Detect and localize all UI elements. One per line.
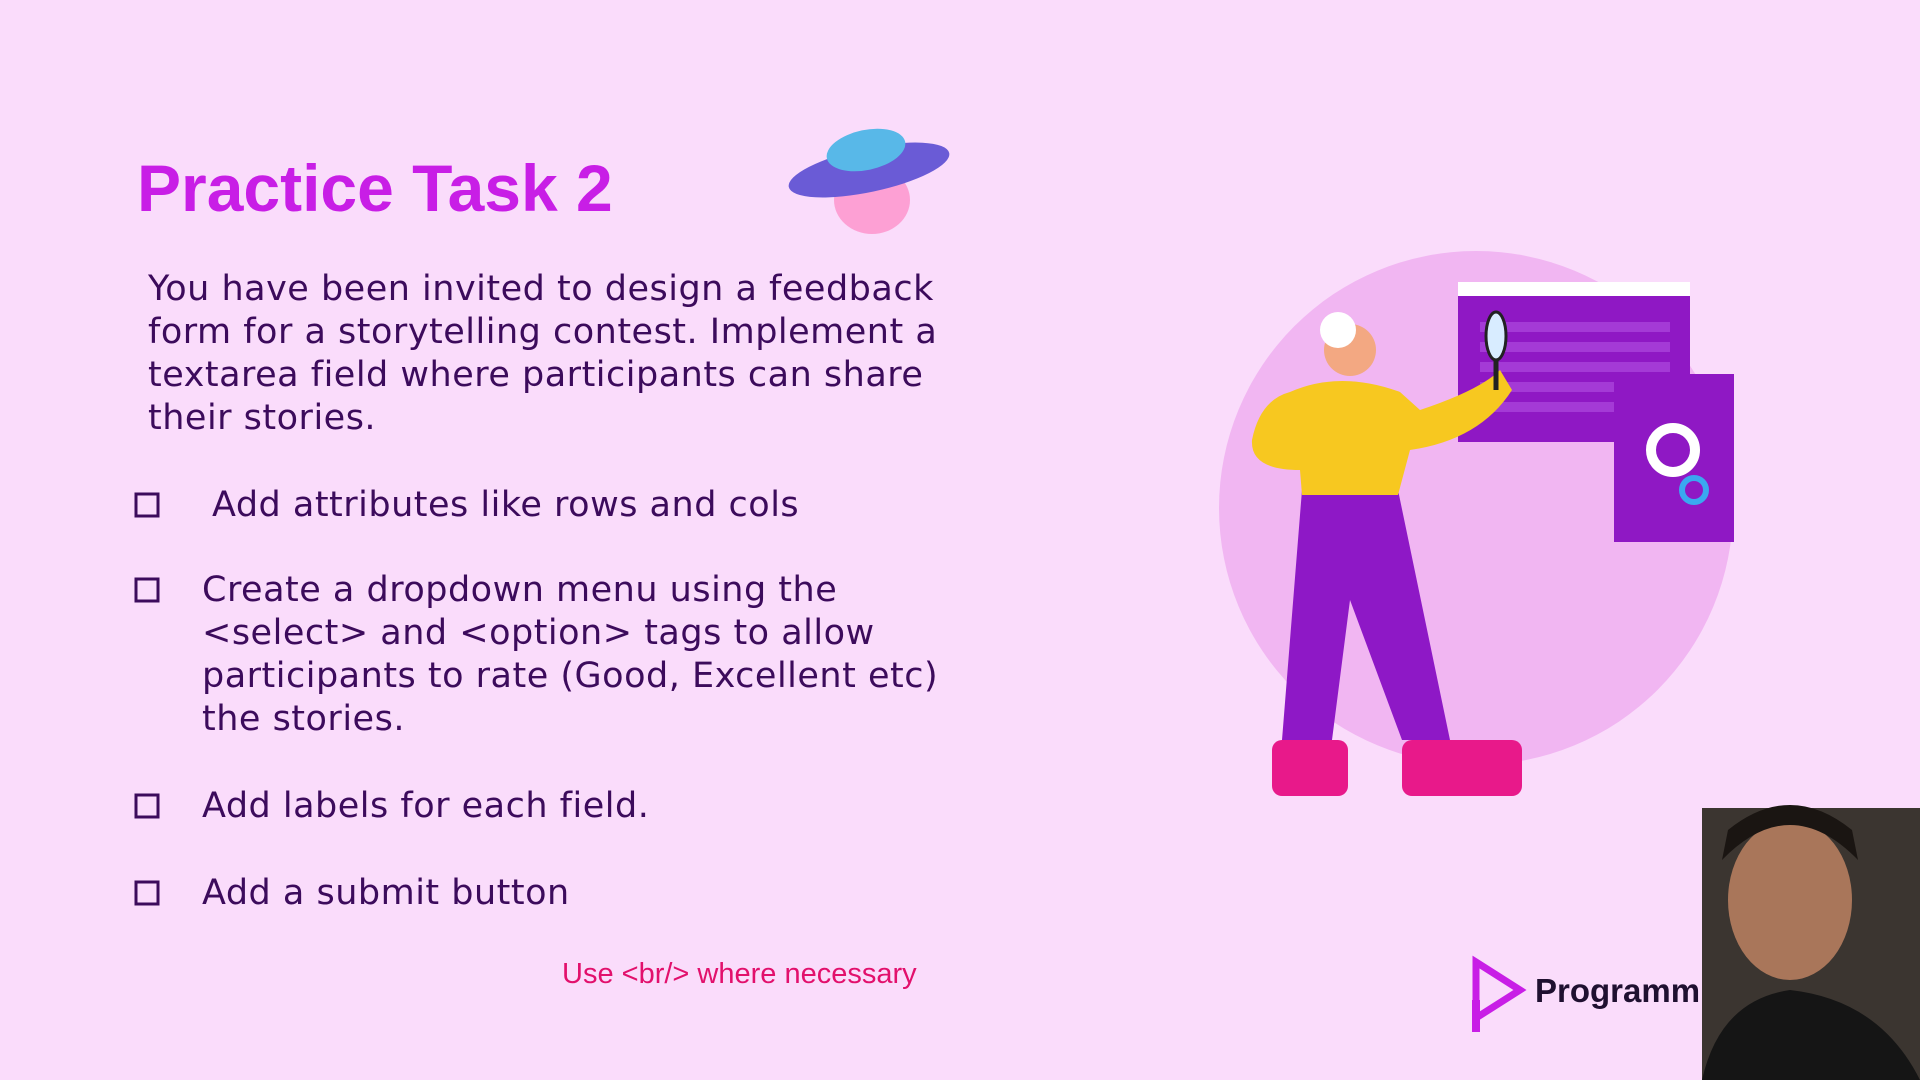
person-shoe	[1272, 740, 1348, 796]
text-line: textarea field where participants can sh…	[148, 355, 924, 395]
brand-logo	[1472, 955, 1527, 1025]
text-line: the stories.	[202, 699, 405, 739]
text-line: Create a dropdown menu using the	[202, 570, 838, 610]
note: Use <br/> where necessary	[562, 958, 917, 990]
person-shoe	[1402, 740, 1522, 796]
settings-panel	[1614, 374, 1734, 542]
gear	[1646, 423, 1700, 477]
gear-small	[1679, 475, 1709, 505]
magnifier	[1484, 310, 1508, 362]
window-lines	[1480, 322, 1670, 412]
checkboxes	[134, 492, 160, 906]
person-pants	[1282, 490, 1450, 740]
text-line: Add labels for each field.	[202, 786, 650, 826]
text-line: participants to rate (Good, Excellent et…	[202, 656, 939, 696]
text-line: <select> and <option> tags to allow	[202, 613, 875, 653]
text-line: form for a storytelling contest. Impleme…	[148, 312, 938, 352]
ufo-dome	[826, 128, 906, 172]
text-line: their stories.	[148, 398, 377, 438]
text-line: Add a submit button	[202, 873, 570, 913]
text-line: Add attributes like rows and cols	[212, 485, 800, 525]
brand-logo-stem	[1472, 1000, 1480, 1032]
slide-title: Practice Task 2	[137, 151, 613, 225]
person-hair	[1320, 312, 1356, 348]
brand-name: Programming Hero	[1535, 972, 1834, 1009]
person-shirt	[1251, 370, 1512, 495]
window-bar	[1458, 282, 1690, 296]
ufo-body	[788, 142, 950, 198]
text-line: You have been invited to design a feedba…	[148, 269, 934, 309]
